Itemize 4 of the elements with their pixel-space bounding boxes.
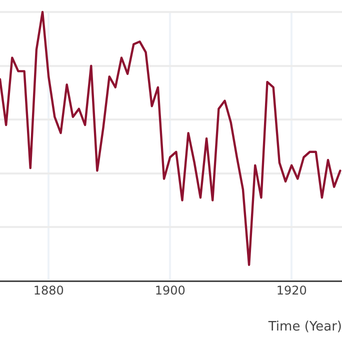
x-tick-label: 1880 [33,283,64,298]
x-tick-label: 1920 [276,283,307,298]
x-axis-title: Time (Year) [267,320,342,335]
x-tick-label: 1900 [154,283,186,298]
